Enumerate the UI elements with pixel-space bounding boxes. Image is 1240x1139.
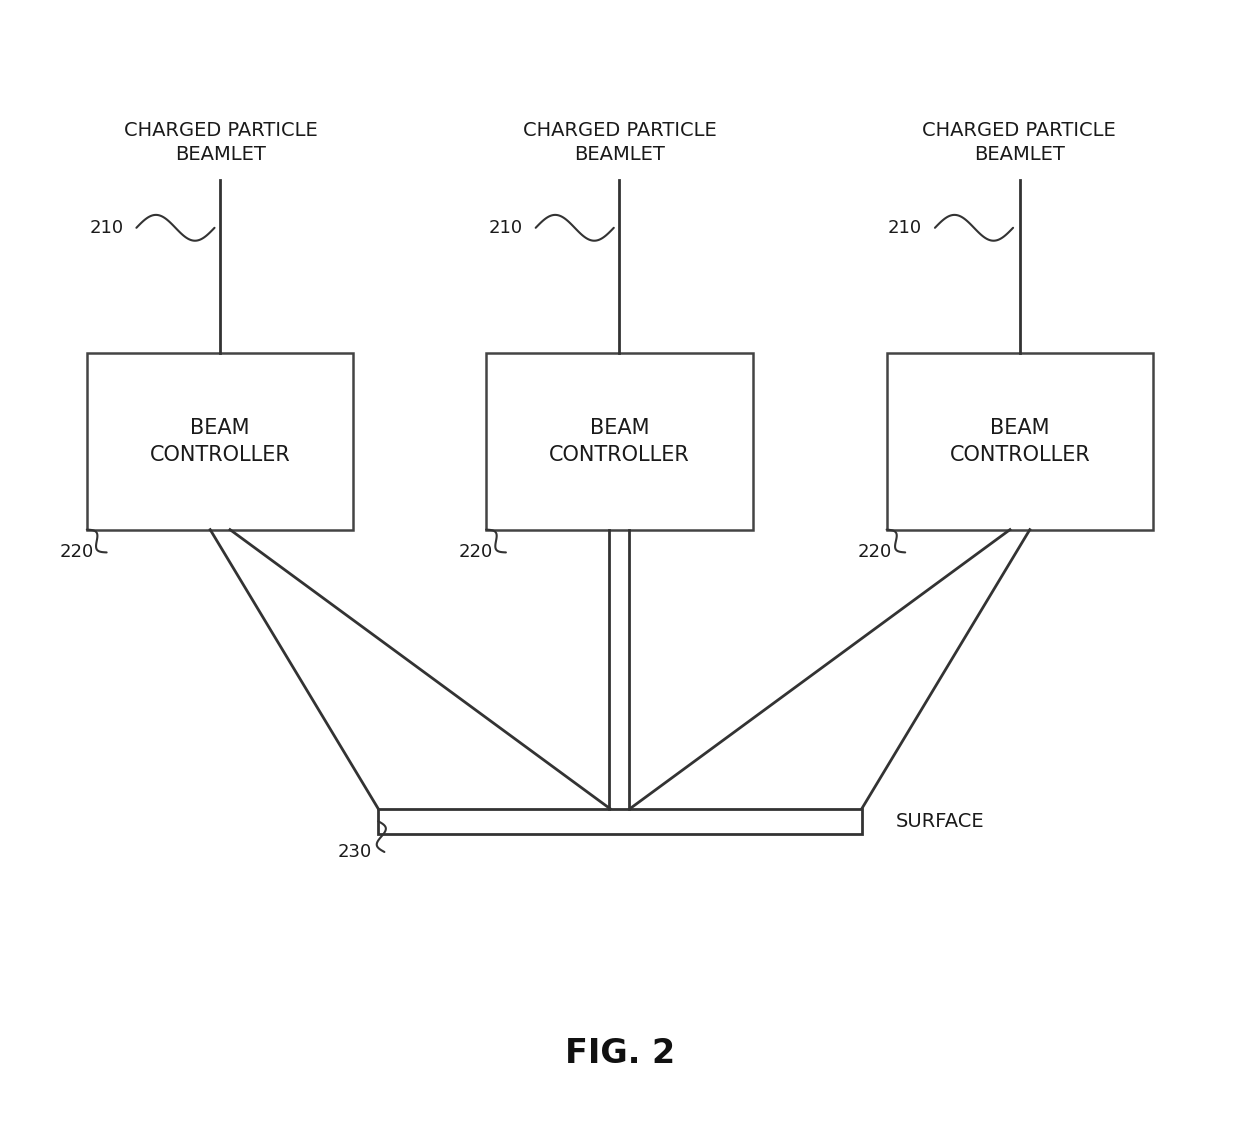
Bar xyxy=(486,353,753,530)
Text: 230: 230 xyxy=(337,843,372,861)
Text: CHARGED PARTICLE
BEAMLET: CHARGED PARTICLE BEAMLET xyxy=(923,121,1116,164)
Text: BEAM
CONTROLLER: BEAM CONTROLLER xyxy=(150,418,290,465)
Text: 210: 210 xyxy=(888,219,923,237)
Bar xyxy=(887,353,1153,530)
Text: SURFACE: SURFACE xyxy=(895,812,983,830)
Text: FIG. 2: FIG. 2 xyxy=(565,1038,675,1070)
Text: CHARGED PARTICLE
BEAMLET: CHARGED PARTICLE BEAMLET xyxy=(124,121,317,164)
Text: 220: 220 xyxy=(60,543,94,562)
Text: 210: 210 xyxy=(489,219,523,237)
Text: BEAM
CONTROLLER: BEAM CONTROLLER xyxy=(950,418,1090,465)
Text: 210: 210 xyxy=(89,219,124,237)
Text: BEAM
CONTROLLER: BEAM CONTROLLER xyxy=(549,418,689,465)
Text: CHARGED PARTICLE
BEAMLET: CHARGED PARTICLE BEAMLET xyxy=(523,121,717,164)
Text: 220: 220 xyxy=(459,543,494,562)
Bar xyxy=(87,353,353,530)
Text: 220: 220 xyxy=(858,543,893,562)
Bar xyxy=(378,809,862,834)
